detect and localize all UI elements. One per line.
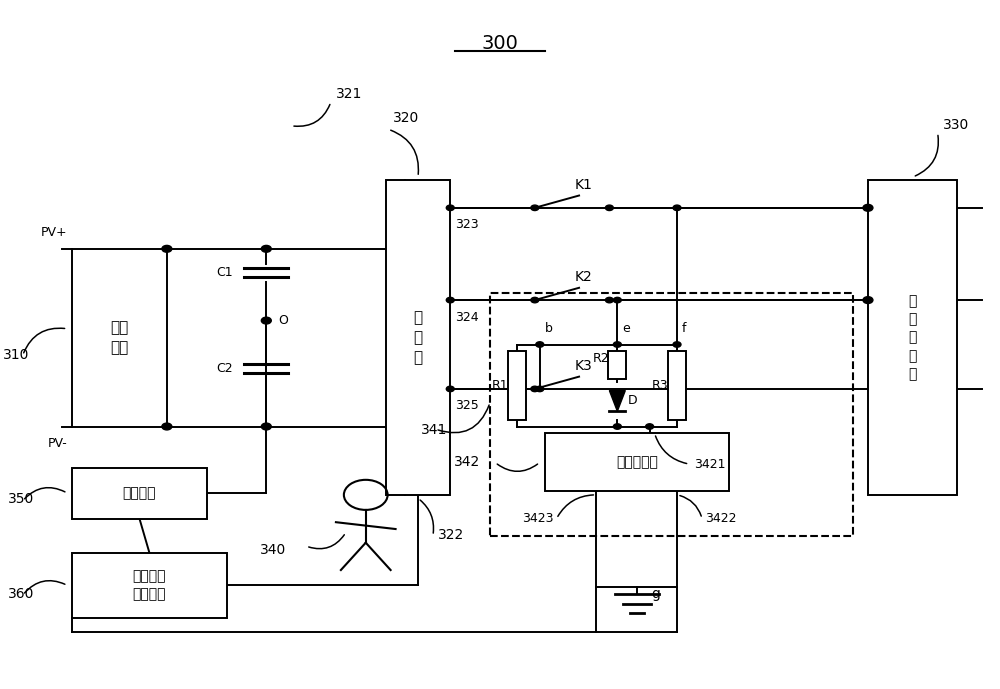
Text: 采样电路: 采样电路 xyxy=(123,486,156,500)
Circle shape xyxy=(446,298,454,302)
Text: 310: 310 xyxy=(3,348,29,362)
Text: f: f xyxy=(682,322,686,335)
Circle shape xyxy=(646,424,654,429)
Circle shape xyxy=(613,298,621,302)
Polygon shape xyxy=(609,391,625,411)
Circle shape xyxy=(531,298,539,302)
Bar xyxy=(72,553,227,618)
Bar xyxy=(72,468,207,519)
Circle shape xyxy=(531,205,539,211)
Text: 直流
电源: 直流 电源 xyxy=(110,320,129,355)
Text: K2: K2 xyxy=(575,270,592,284)
Text: e: e xyxy=(622,322,630,335)
Text: 322: 322 xyxy=(438,528,464,542)
Text: 330: 330 xyxy=(943,119,969,132)
Circle shape xyxy=(613,342,621,347)
Text: 3421: 3421 xyxy=(694,457,726,471)
Text: 342: 342 xyxy=(454,455,480,469)
Circle shape xyxy=(863,297,873,303)
Circle shape xyxy=(446,387,454,391)
Bar xyxy=(72,249,167,426)
Text: O: O xyxy=(278,314,288,327)
Text: 3422: 3422 xyxy=(705,512,737,525)
Text: D: D xyxy=(627,394,637,407)
Bar xyxy=(386,181,450,495)
Text: 350: 350 xyxy=(8,493,34,506)
Circle shape xyxy=(673,342,681,347)
Text: C2: C2 xyxy=(216,362,232,375)
Circle shape xyxy=(531,387,539,391)
Text: 300: 300 xyxy=(482,34,518,52)
Text: PV+: PV+ xyxy=(41,225,67,238)
Text: R2: R2 xyxy=(592,351,609,364)
Text: 360: 360 xyxy=(8,588,34,601)
Circle shape xyxy=(613,424,621,429)
Bar xyxy=(490,294,853,536)
Circle shape xyxy=(261,423,271,430)
Text: R3: R3 xyxy=(652,379,669,392)
Text: 340: 340 xyxy=(260,542,286,557)
Text: 321: 321 xyxy=(336,88,362,101)
Circle shape xyxy=(536,342,544,347)
Text: 323: 323 xyxy=(455,218,479,232)
Text: 341: 341 xyxy=(420,423,447,437)
Text: 3423: 3423 xyxy=(522,512,553,525)
Text: b: b xyxy=(545,322,553,335)
Circle shape xyxy=(863,205,873,212)
Circle shape xyxy=(673,205,681,211)
Circle shape xyxy=(605,205,613,211)
Text: 325: 325 xyxy=(455,400,479,413)
Circle shape xyxy=(446,205,454,211)
Circle shape xyxy=(162,423,172,430)
Text: R1: R1 xyxy=(492,379,509,392)
Bar xyxy=(668,351,686,420)
Bar xyxy=(508,351,526,420)
Text: 控制信号
产生电路: 控制信号 产生电路 xyxy=(133,569,166,601)
Circle shape xyxy=(162,245,172,252)
Text: 逆
变
器: 逆 变 器 xyxy=(413,310,423,365)
Circle shape xyxy=(261,317,271,324)
Circle shape xyxy=(261,245,271,252)
Text: 320: 320 xyxy=(393,112,419,125)
Text: PV-: PV- xyxy=(48,437,67,450)
Text: g: g xyxy=(652,587,661,601)
Bar xyxy=(608,351,626,379)
Text: C1: C1 xyxy=(216,266,232,279)
Circle shape xyxy=(536,387,544,391)
Circle shape xyxy=(605,298,613,302)
Bar xyxy=(868,181,957,495)
Text: 324: 324 xyxy=(455,311,479,324)
Text: 可调直流源: 可调直流源 xyxy=(616,455,658,469)
Text: 隔
离
变
压
器: 隔 离 变 压 器 xyxy=(909,294,917,382)
Text: K1: K1 xyxy=(575,178,592,192)
Text: K3: K3 xyxy=(575,359,592,373)
Bar xyxy=(545,433,729,491)
